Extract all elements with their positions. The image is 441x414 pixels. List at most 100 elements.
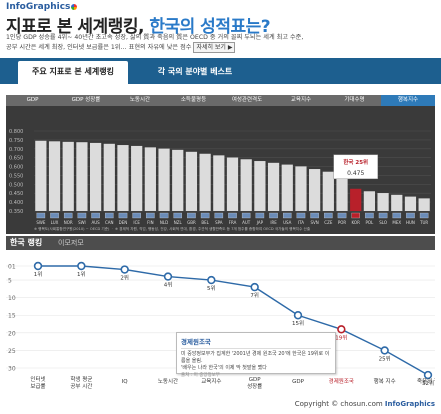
rank-point (293, 311, 303, 320)
bar-y-tick-label: 0.550 (9, 173, 23, 179)
bar-ita (295, 166, 307, 211)
bar-chart-footnote: ※ 행복도(사회통합연구원(2010) ~ OECD 기준) ㆍ ※ 경제적 자… (34, 226, 311, 231)
bar-swe (35, 140, 47, 211)
flag-icon (351, 212, 360, 219)
line-y-tick-label: 15 (8, 313, 16, 320)
rank-x-label: 학생 평균 공부 시간 (70, 375, 92, 390)
page-title: 지표로 본 세계랭킹, 한국의 성적표는? (6, 12, 271, 37)
bar-nzl (172, 149, 184, 211)
category-education-index[interactable]: 교육지수 (290, 97, 312, 103)
popup-source: 출처 : 미 중앙정보부 (181, 373, 220, 378)
bar-y-tick-label: 0.750 (9, 138, 23, 144)
flag-icon (146, 212, 155, 219)
rank-label: 1위 (34, 270, 43, 278)
flag-icon (200, 212, 210, 219)
flag-icon (187, 212, 196, 219)
bar-slo (377, 193, 389, 211)
brand-logo-text: InfoGraphics (6, 2, 71, 12)
bar-x-label: ITA (298, 220, 304, 225)
bar-y-tick-label: 0.500 (9, 182, 23, 188)
rank-point (163, 272, 173, 281)
flag-icon (392, 212, 402, 219)
line-y-tick-label: 01 (8, 264, 16, 271)
popup-body-2: '배우는 나라 한국'의 이제 막 첫발을 뗐다 (181, 365, 267, 371)
bar-cze (322, 171, 334, 211)
category-gdp[interactable]: GDP (26, 97, 39, 103)
bar-ice (131, 145, 143, 211)
page-title-part1: 지표로 본 세계랭킹, (6, 17, 144, 37)
bar-usa (281, 164, 293, 211)
flag-icon (214, 212, 224, 219)
rank-x-label: GDP (292, 379, 304, 385)
korea-rank-subtitle: 이모저모 (58, 239, 84, 247)
tab-country-best[interactable]: 각 국의 분야별 베스트 (157, 67, 233, 76)
bar-x-label: KOR (352, 220, 361, 225)
tab-bar: 주요 지표로 본 세계랭킹 각 국의 분야별 베스트 (0, 58, 441, 84)
popup-title: 경제원조국 (181, 336, 331, 349)
bar-x-label: NLD (160, 220, 168, 225)
bar-x-label: SWI (78, 220, 86, 225)
happiness-bar-chart: 0.800 0.750 0.700 0.650 0.600 0.550 0.500 0.450… (6, 106, 435, 234)
category-income-inequality[interactable]: 소득불평등 (180, 97, 207, 103)
category-gdp-growth[interactable]: GDP 성장률 (71, 97, 101, 103)
bar-tur (418, 198, 430, 211)
flag-icon (77, 212, 87, 219)
rank-point (423, 370, 433, 380)
bar-x-label: JAP (256, 220, 264, 225)
category-happiness-index[interactable]: 행복지수 (381, 95, 435, 106)
category-life-expectancy[interactable]: 기대수명 (344, 97, 365, 103)
bar-mex (391, 194, 403, 211)
bar-y-tick-label: 0.400 (9, 200, 23, 206)
bar-kor (350, 188, 362, 211)
bar-x-label: NZL (174, 220, 183, 225)
bar-y-tick-label: 0.450 (9, 191, 23, 197)
rank-point (207, 275, 216, 285)
category-gender-gap[interactable]: 여성관련격도 (231, 97, 263, 103)
intro-text: 1인당 GDP 성승률 4위~ 40년간 초고속 성장, 삶의 質과 죽음의 質… (6, 33, 346, 53)
bar-x-label: SWE (36, 220, 45, 225)
flag-icon (132, 212, 141, 219)
bar-x-label: CAN (105, 220, 114, 225)
popup-body: 미 중앙정보부가 집계한 '2001년 경제 원조국 20'에 한국은 19위로… (181, 351, 330, 364)
rank-label: 25위 (379, 354, 391, 362)
detail-button[interactable]: 자세히 보기 ▶ (193, 42, 236, 53)
flag-icon (50, 212, 59, 219)
intro-line-2: 공부 시간은 세계 최장, 인터넷 보급률은 1위… 표현의 자유에 낮은 점수 (6, 44, 192, 51)
rank-x-label: 죽음의 질 (417, 377, 435, 385)
intro-line-1: 1인당 GDP 성승률 4위~ 40년간 초고속 성장, 삶의 質과 죽음의 質… (6, 34, 304, 41)
flag-icon (337, 212, 347, 219)
tab-world-ranking[interactable]: 주요 지표로 본 세계랭킹 (18, 61, 128, 84)
rank-point (380, 346, 389, 355)
bar-y-tick-label: 0.350 (9, 209, 23, 215)
bar-x-label: CZE (324, 220, 333, 225)
page-title-part2: 한국의 성적표는? (149, 17, 271, 37)
footer: Copyright © chosun.com InfoGraphics (295, 400, 435, 408)
brand-logo-icon (71, 3, 78, 10)
rank-x-label: GDP 성장률 (247, 377, 262, 390)
korea-callout-value: 0.475 (347, 170, 364, 177)
rank-x-label: 인터넷 보급률 (30, 375, 45, 390)
flag-icon (310, 212, 319, 219)
rank-point (120, 265, 129, 274)
korea-callout-box (333, 154, 378, 180)
bar-y-tick-label: 0.700 (9, 147, 23, 153)
line-y-tick-label: 10 (8, 295, 16, 302)
bar-aus (89, 142, 102, 211)
bar-den (117, 145, 129, 211)
korea-rank-header: 한국 랭킹 이모저모 (6, 236, 435, 250)
bar-bel (199, 153, 211, 211)
bar-gbr (185, 151, 198, 211)
category-bar: GDP GDP 성장률 노동시간 소득불평등 여성관련격도 교육지수 기대수명 … (6, 95, 435, 106)
flag-icon (228, 212, 237, 219)
rank-x-label: 경제원조국 (329, 377, 354, 385)
korea-rank-title: 한국 랭킹 (10, 238, 43, 247)
flag-icon (63, 212, 73, 219)
line-y-tick-label: 20 (8, 330, 16, 337)
rank-x-label: 교육지수 (201, 377, 221, 385)
bar-fin (144, 147, 156, 211)
bar-x-label: SLO (379, 220, 387, 225)
bar-hun (404, 196, 417, 211)
category-work-hours[interactable]: 노동시간 (129, 97, 151, 103)
bar-nor (62, 141, 74, 211)
flag-icon (255, 212, 265, 219)
